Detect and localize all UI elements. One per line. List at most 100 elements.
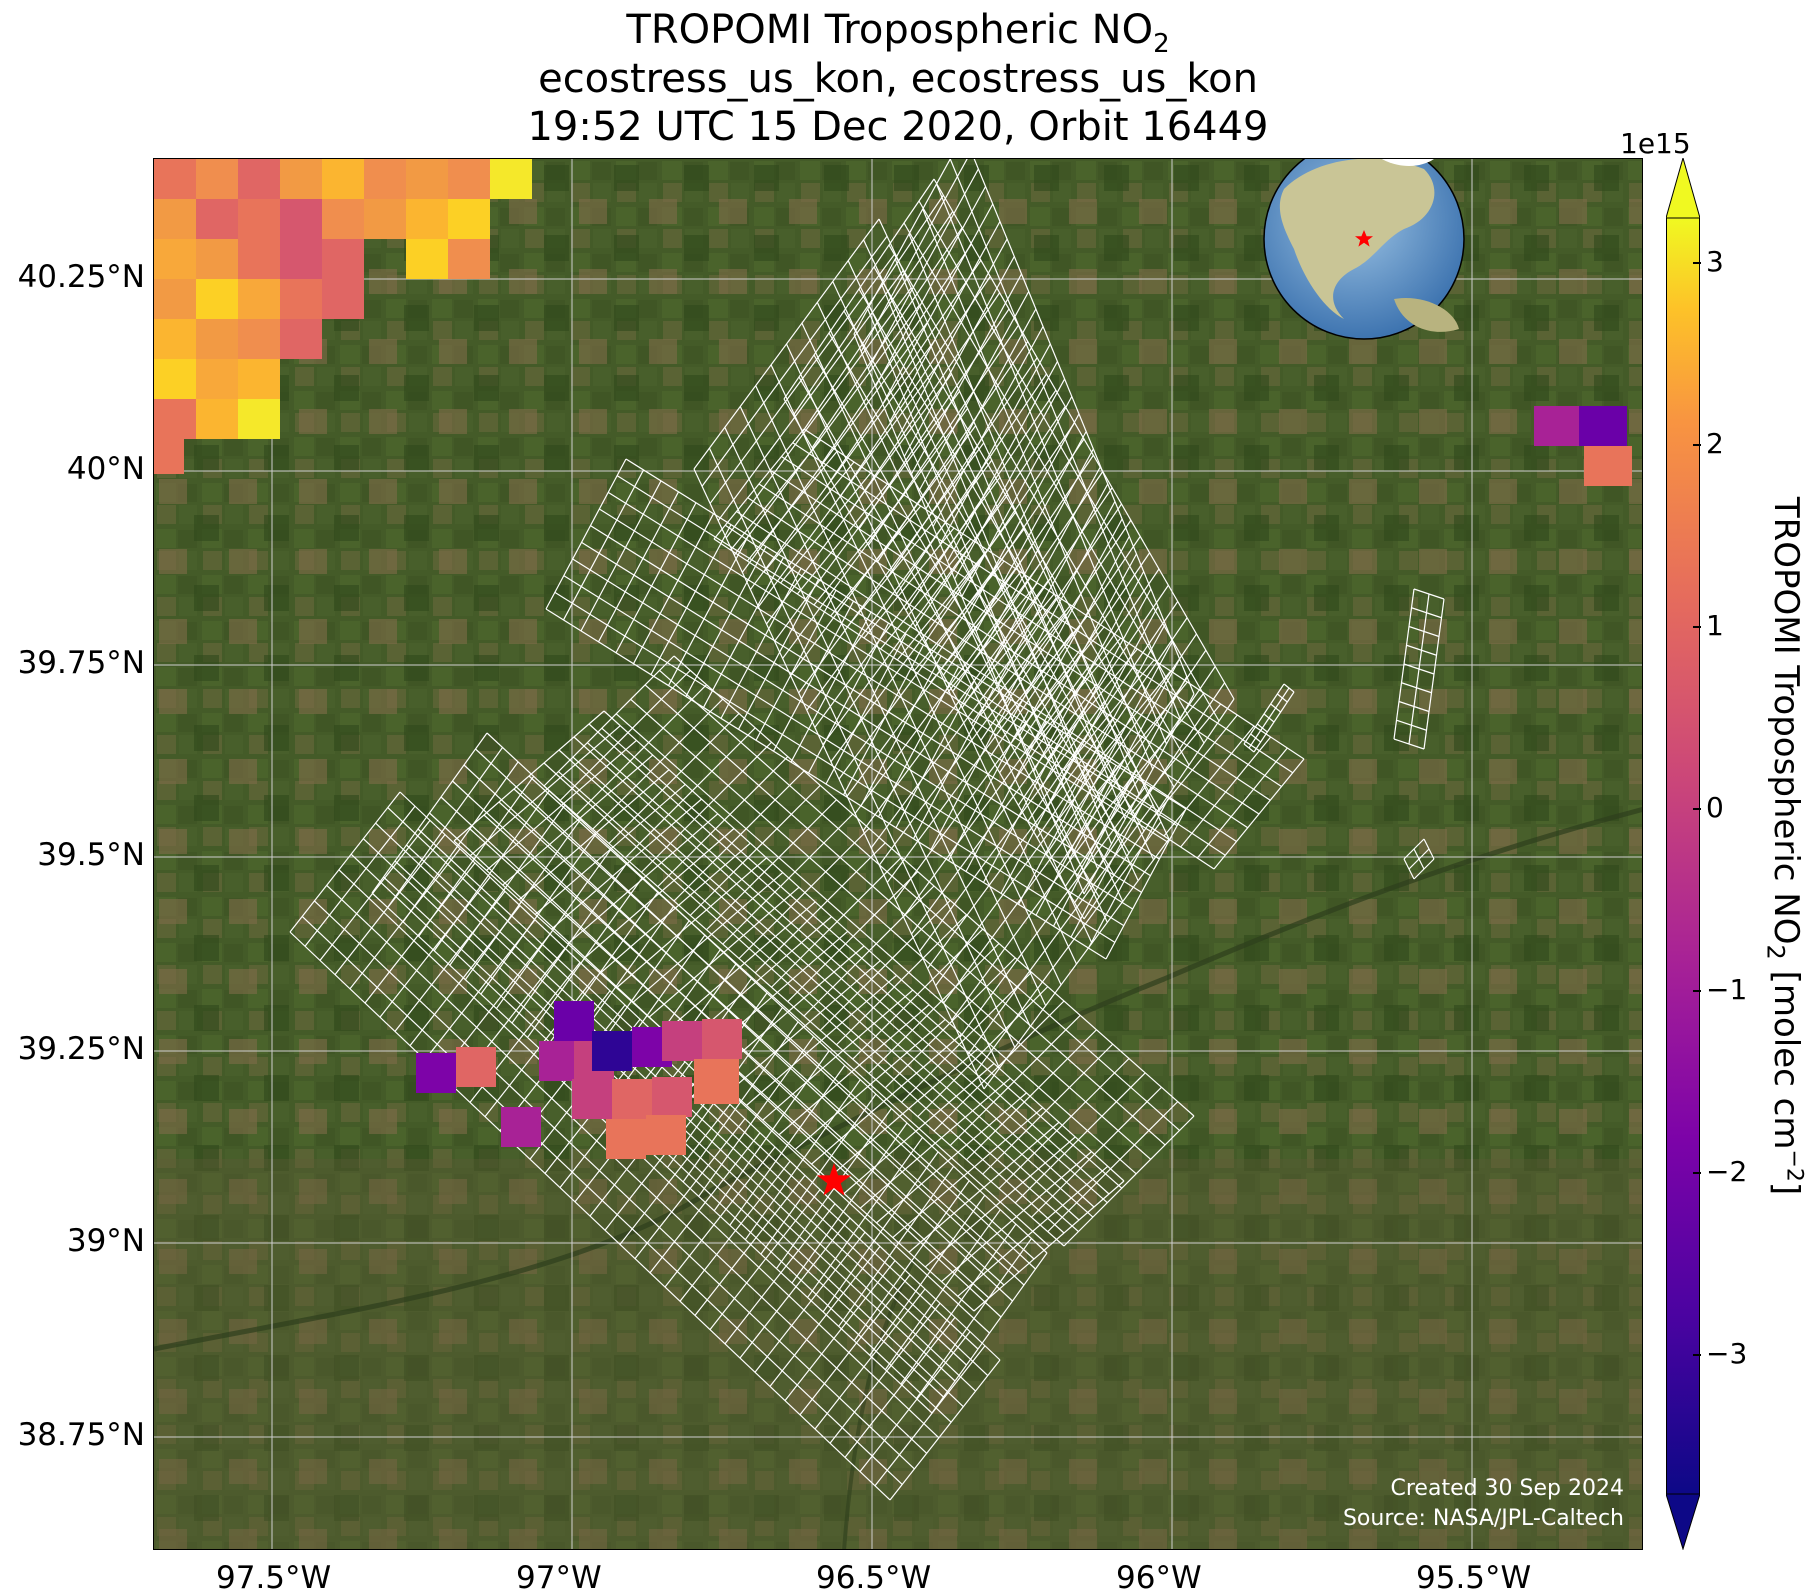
swath-footprint [545,458,1187,960]
colorbar [1666,158,1700,1550]
colorbar-label: TROPOMI Tropospheric NO2 [molec cm−2] [1761,496,1807,1196]
no2-pixel [612,1079,652,1119]
no2-pixel [196,199,238,239]
no2-pixel [154,239,196,279]
lat-tick-label: 39.5°N [37,837,145,873]
colorbar-tick-mark [1693,1172,1701,1174]
lat-tick-label: 39.25°N [17,1031,145,1067]
no2-pixel [652,1077,692,1117]
no2-pixel [238,239,280,279]
no2-pixel [406,159,448,199]
no2-pixel [662,1021,702,1061]
lat-tick-label: 39.75°N [17,645,145,681]
no2-pixel [238,399,280,439]
credit-source: Source: NASA/JPL-Caltech [1342,1506,1624,1531]
no2-pixel [606,1119,646,1159]
no2-pixel [238,159,280,199]
chart-title: TROPOMI Tropospheric NO2 [626,7,1170,59]
no2-pixel [501,1107,541,1147]
no2-pixel [694,1059,739,1104]
globe-star-marker [1355,230,1373,247]
no2-pixel [280,319,322,359]
no2-pixel [238,199,280,239]
swath-footprint [1393,588,1445,750]
no2-pixel [490,159,532,199]
colorbar-tick-mark [1693,990,1701,992]
no2-pixel [280,159,322,199]
no2-pixel [322,159,364,199]
no2-pixel [154,279,196,319]
lat-tick-label: 40°N [66,451,145,487]
swath-footprint [693,218,1170,1090]
no2-pixel [1579,406,1627,446]
colorbar-tick-label: 0 [1706,791,1724,824]
colorbar-tick-label: 2 [1706,427,1724,460]
no2-pixels [154,159,1632,1159]
colorbar-tick-mark [1693,808,1701,810]
colorbar-extend-bottom [1666,1493,1700,1550]
lon-tick-label: 97°W [516,1560,602,1596]
colorbar-body [1666,217,1700,1495]
chart-datetime: 19:52 UTC 15 Dec 2020, Orbit 16449 [527,104,1269,150]
no2-pixel [154,439,184,474]
no2-pixel [406,199,448,239]
colorbar-tick-label: −2 [1706,1155,1748,1188]
no2-pixel [322,199,364,239]
colorbar-tick-label: −3 [1706,1337,1748,1370]
no2-pixel [416,1053,456,1093]
lon-tick-label: 96°W [1116,1560,1202,1596]
colorbar-tick-mark [1693,262,1701,264]
no2-pixel [1534,406,1579,446]
no2-pixel [448,159,490,199]
no2-pixel [539,1041,579,1081]
no2-pixel [406,239,448,279]
no2-pixel [322,239,364,279]
colorbar-tick-label: −1 [1706,973,1748,1006]
graticule [154,159,1642,1549]
lat-tick-label: 39°N [66,1223,145,1259]
swath-footprint [1243,683,1295,753]
map-panel[interactable]: Created 30 Sep 2024 Source: NASA/JPL-Cal… [153,158,1643,1550]
lon-tick-label: 97.5°W [216,1560,332,1596]
site-star-marker [816,1163,852,1196]
no2-pixel [154,359,196,399]
colorbar-tick-mark [1693,1354,1701,1356]
no2-pixel [448,199,490,239]
swath-footprint [1403,838,1435,880]
no2-pixel [238,359,280,399]
lat-tick-label: 38.75°N [17,1417,145,1453]
lat-tick-label: 40.25°N [17,259,145,295]
no2-pixel [280,199,322,239]
no2-pixel [196,399,238,439]
credit-created: Created 30 Sep 2024 [1390,1476,1625,1501]
swath-footprint [853,159,1195,895]
colorbar-tick-label: 1 [1706,609,1724,642]
lon-tick-label: 96.5°W [816,1560,932,1596]
no2-pixel [554,1001,594,1041]
no2-pixel [646,1115,686,1155]
no2-pixel [238,279,280,319]
colorbar-extend-top [1666,158,1700,219]
no2-pixel [456,1047,496,1087]
colorbar-tick-label: 3 [1706,245,1724,278]
no2-pixel [154,159,196,199]
lon-tick-label: 95.5°W [1416,1560,1532,1596]
no2-pixel [364,199,406,239]
swath-footprint [543,655,1195,1247]
no2-pixel [702,1019,742,1059]
colorbar-tick-mark [1693,444,1701,446]
no2-pixel [322,279,364,319]
no2-pixel [196,239,238,279]
no2-pixel [448,239,490,279]
no2-pixel [196,319,238,359]
chart-subtitle: ecostress_us_kon, ecostress_us_kon [538,56,1258,102]
no2-pixel [196,279,238,319]
no2-pixel [154,199,196,239]
no2-pixel [280,279,322,319]
no2-pixel [154,319,196,359]
colorbar-tick-mark [1693,626,1701,628]
no2-pixel [280,239,322,279]
globe-inset [1263,159,1465,340]
no2-pixel [364,159,406,199]
no2-pixel [572,1079,612,1119]
